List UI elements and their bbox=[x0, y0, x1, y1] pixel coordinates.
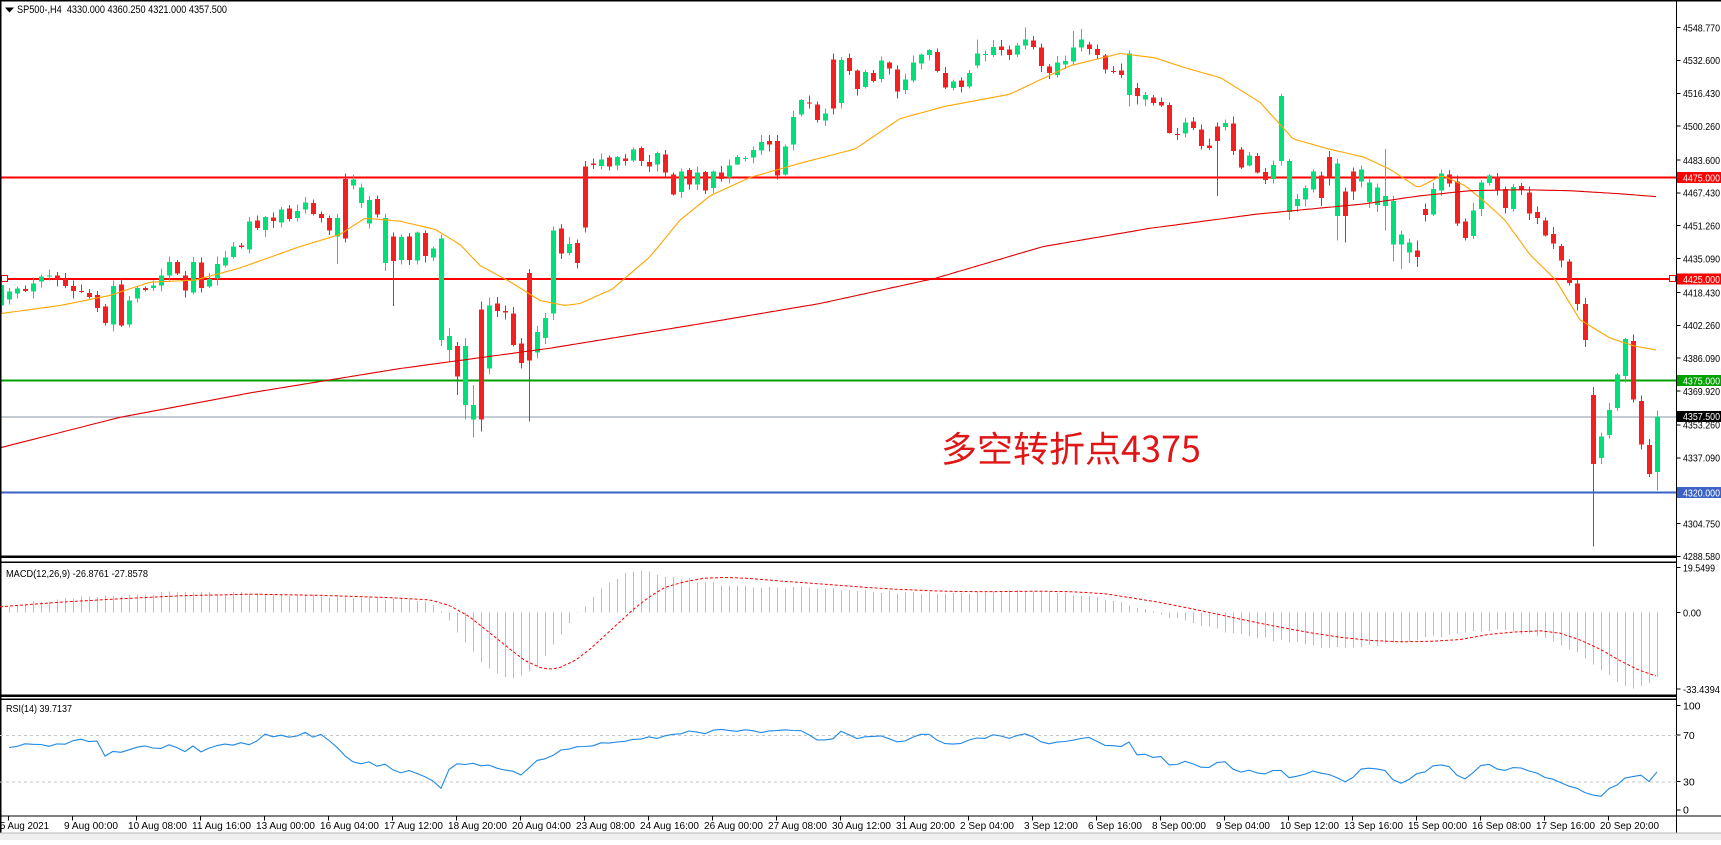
svg-text:9 Aug 00:00: 9 Aug 00:00 bbox=[64, 820, 118, 832]
svg-text:4548.770: 4548.770 bbox=[1683, 22, 1720, 34]
svg-text:4369.920: 4369.920 bbox=[1683, 386, 1720, 398]
svg-text:20 Aug 04:00: 20 Aug 04:00 bbox=[512, 820, 571, 832]
svg-text:4337.090: 4337.090 bbox=[1683, 453, 1720, 465]
svg-text:4500.260: 4500.260 bbox=[1683, 121, 1720, 133]
svg-text:4475.000: 4475.000 bbox=[1683, 172, 1720, 184]
svg-text:5 Aug 2021: 5 Aug 2021 bbox=[0, 820, 49, 832]
svg-text:4451.260: 4451.260 bbox=[1683, 221, 1720, 233]
svg-text:16 Aug 04:00: 16 Aug 04:00 bbox=[320, 820, 379, 832]
svg-text:4353.260: 4353.260 bbox=[1683, 420, 1720, 432]
svg-text:70: 70 bbox=[1683, 730, 1695, 742]
svg-text:17 Sep 16:00: 17 Sep 16:00 bbox=[1536, 820, 1595, 832]
svg-text:10 Sep 12:00: 10 Sep 12:00 bbox=[1280, 820, 1339, 832]
svg-text:30: 30 bbox=[1683, 776, 1695, 788]
svg-text:4516.430: 4516.430 bbox=[1683, 88, 1720, 100]
svg-text:8 Sep 00:00: 8 Sep 00:00 bbox=[1152, 820, 1206, 832]
svg-text:RSI(14) 39.7137: RSI(14) 39.7137 bbox=[6, 703, 72, 715]
svg-text:19.5499: 19.5499 bbox=[1683, 563, 1715, 575]
svg-text:4532.600: 4532.600 bbox=[1683, 55, 1720, 67]
svg-text:4418.430: 4418.430 bbox=[1683, 287, 1720, 299]
svg-text:4375.000: 4375.000 bbox=[1683, 376, 1720, 388]
svg-text:0.00: 0.00 bbox=[1683, 607, 1701, 619]
svg-text:13 Sep 16:00: 13 Sep 16:00 bbox=[1344, 820, 1403, 832]
svg-text:31 Aug 20:00: 31 Aug 20:00 bbox=[896, 820, 955, 832]
svg-text:30 Aug 12:00: 30 Aug 12:00 bbox=[832, 820, 891, 832]
svg-text:16 Sep 08:00: 16 Sep 08:00 bbox=[1472, 820, 1531, 832]
svg-text:100: 100 bbox=[1683, 700, 1701, 712]
svg-text:4304.750: 4304.750 bbox=[1683, 518, 1720, 530]
svg-text:11 Aug 16:00: 11 Aug 16:00 bbox=[192, 820, 251, 832]
svg-text:-33.4394: -33.4394 bbox=[1683, 684, 1720, 696]
svg-text:4288.580: 4288.580 bbox=[1683, 551, 1720, 563]
svg-text:4435.090: 4435.090 bbox=[1683, 253, 1720, 265]
svg-text:15 Sep 00:00: 15 Sep 00:00 bbox=[1408, 820, 1467, 832]
svg-text:4357.500: 4357.500 bbox=[1683, 411, 1720, 423]
svg-text:4483.600: 4483.600 bbox=[1683, 155, 1720, 167]
svg-text:13 Aug 00:00: 13 Aug 00:00 bbox=[256, 820, 315, 832]
svg-text:4425.000: 4425.000 bbox=[1683, 274, 1720, 286]
svg-text:4386.090: 4386.090 bbox=[1683, 353, 1720, 365]
svg-text:3 Sep 12:00: 3 Sep 12:00 bbox=[1024, 820, 1078, 832]
svg-text:4402.260: 4402.260 bbox=[1683, 320, 1720, 332]
svg-text:20 Sep 20:00: 20 Sep 20:00 bbox=[1600, 820, 1659, 832]
svg-text:10 Aug 08:00: 10 Aug 08:00 bbox=[128, 820, 187, 832]
svg-text:6 Sep 16:00: 6 Sep 16:00 bbox=[1088, 820, 1142, 832]
svg-text:MACD(12,26,9) -26.8761 -27.857: MACD(12,26,9) -26.8761 -27.8578 bbox=[6, 568, 148, 580]
svg-text:4320.000: 4320.000 bbox=[1683, 487, 1720, 499]
svg-text:26 Aug 00:00: 26 Aug 00:00 bbox=[704, 820, 763, 832]
svg-text:24 Aug 16:00: 24 Aug 16:00 bbox=[640, 820, 699, 832]
svg-text:27 Aug 08:00: 27 Aug 08:00 bbox=[768, 820, 827, 832]
svg-text:23 Aug 08:00: 23 Aug 08:00 bbox=[576, 820, 635, 832]
svg-text:9 Sep 04:00: 9 Sep 04:00 bbox=[1216, 820, 1270, 832]
svg-text:18 Aug 20:00: 18 Aug 20:00 bbox=[448, 820, 507, 832]
svg-text:0: 0 bbox=[1683, 805, 1689, 817]
svg-text:4467.430: 4467.430 bbox=[1683, 188, 1720, 200]
svg-text:SP500-,H4 4330.000 4360.250 4: SP500-,H4 4330.000 4360.250 4321.000 435… bbox=[17, 4, 227, 16]
svg-text:17 Aug 12:00: 17 Aug 12:00 bbox=[384, 820, 443, 832]
svg-text:2 Sep 04:00: 2 Sep 04:00 bbox=[960, 820, 1014, 832]
